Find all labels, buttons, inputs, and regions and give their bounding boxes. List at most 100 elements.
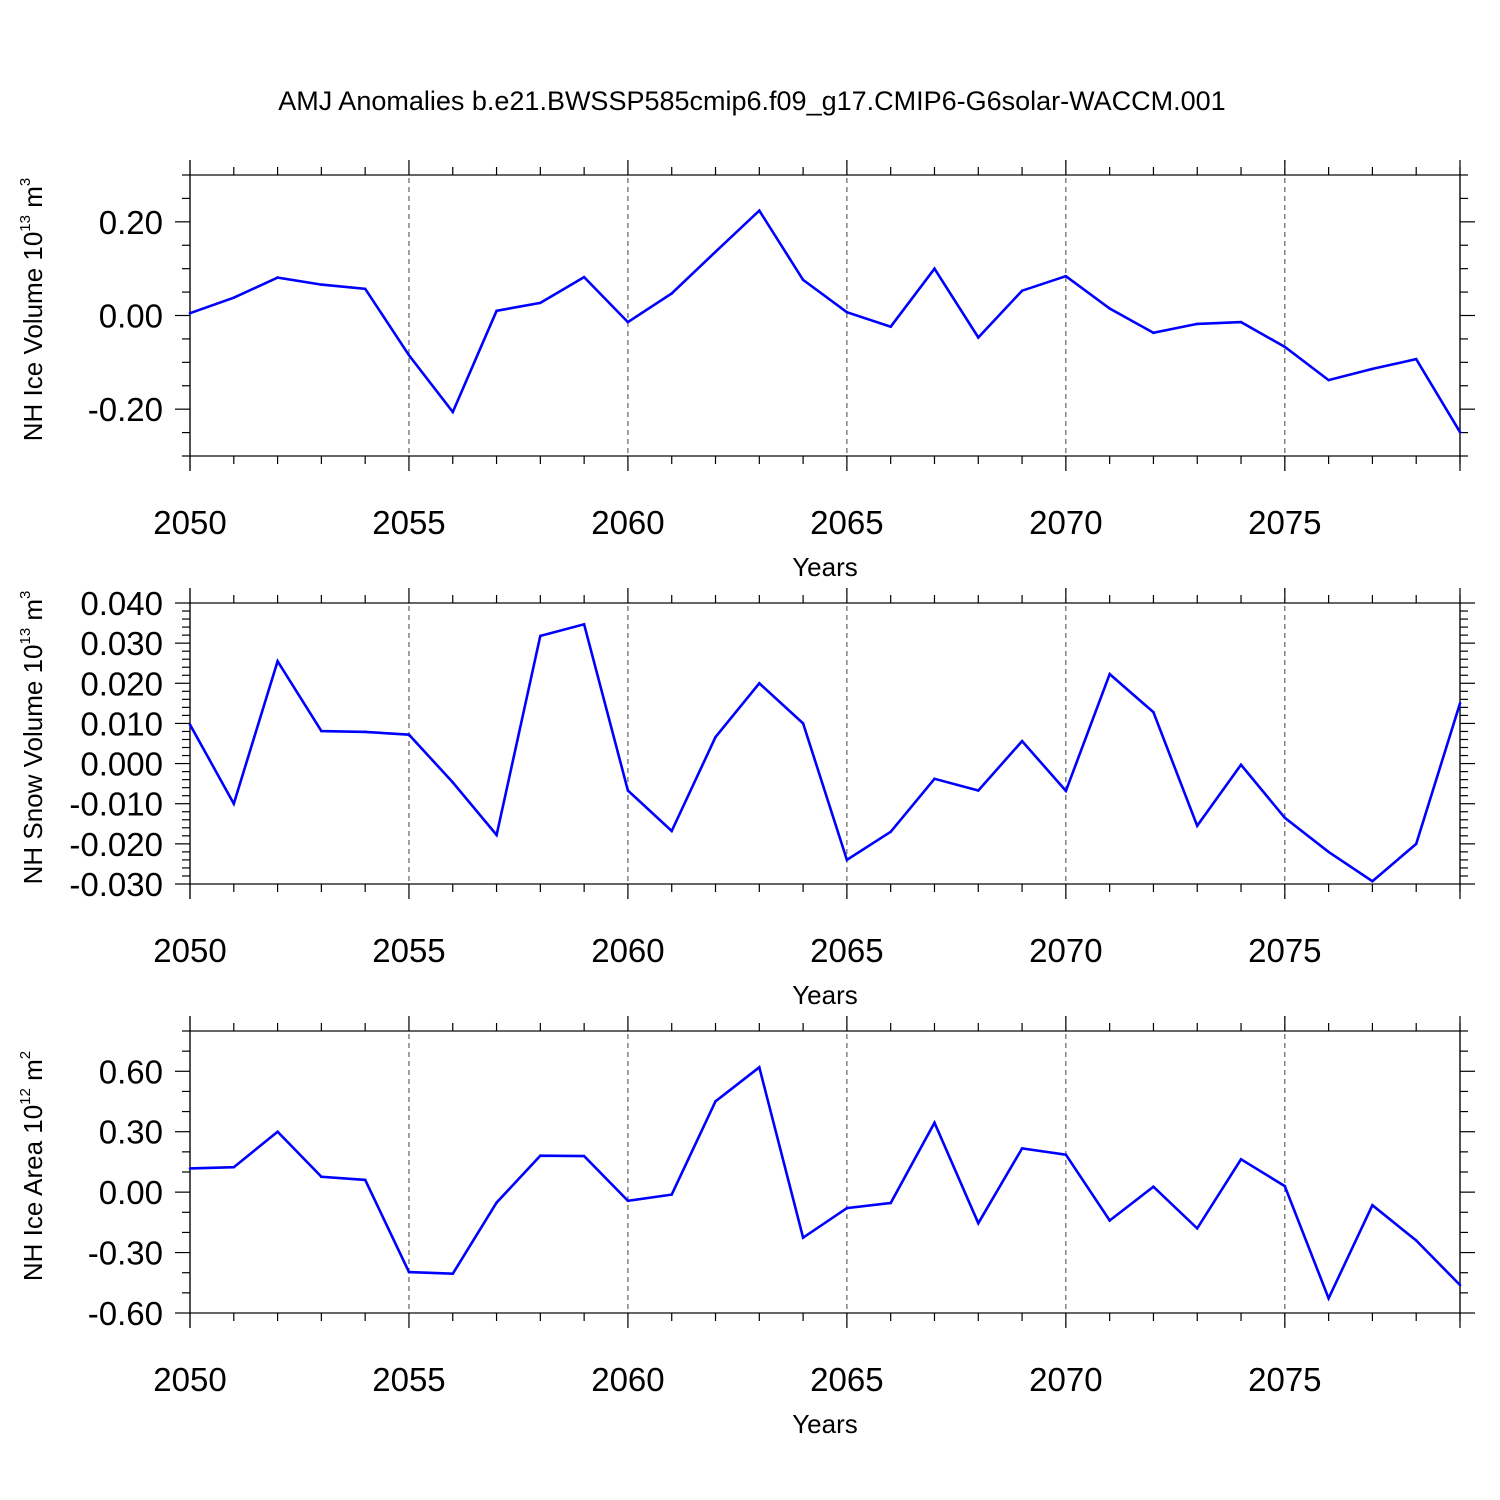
x-tick-label: 2050 xyxy=(153,504,226,541)
y-tick-label: 0.000 xyxy=(80,746,163,783)
data-point xyxy=(495,833,498,837)
x-tick-label: 2050 xyxy=(153,1361,226,1398)
data-point xyxy=(845,1206,849,1210)
data-point xyxy=(1283,816,1287,820)
x-tick-label: 2065 xyxy=(810,504,883,541)
y-tick-label: 0.020 xyxy=(80,665,163,702)
data-point xyxy=(626,1199,630,1203)
data-point xyxy=(232,1165,236,1169)
data-point xyxy=(1239,763,1243,767)
x-tick-label: 2060 xyxy=(591,1361,664,1398)
data-point xyxy=(407,1270,411,1274)
x-tick-label: 2070 xyxy=(1029,1361,1102,1398)
x-tick-label: 2065 xyxy=(810,1361,883,1398)
y-tick-label: -0.20 xyxy=(88,391,163,428)
x-axis-title: Years xyxy=(792,552,858,582)
x-tick-label: 2075 xyxy=(1248,932,1321,969)
data-point xyxy=(1458,1283,1462,1287)
data-point xyxy=(845,310,849,314)
y-tick-label: -0.60 xyxy=(88,1295,163,1332)
data-point xyxy=(1371,367,1374,371)
data-point xyxy=(670,829,674,833)
data-point xyxy=(1371,879,1374,883)
x-tick-label: 2070 xyxy=(1029,504,1102,541)
data-point xyxy=(1195,322,1199,326)
data-point xyxy=(845,858,849,862)
x-tick-label: 2050 xyxy=(153,932,226,969)
data-point xyxy=(1064,274,1068,278)
data-point xyxy=(801,722,805,725)
data-point xyxy=(539,301,542,305)
data-point xyxy=(1108,307,1111,310)
plot-frame xyxy=(189,1030,1461,1314)
data-point xyxy=(582,275,586,279)
data-point xyxy=(1195,1227,1199,1230)
data-point xyxy=(232,296,236,300)
data-point xyxy=(714,1099,717,1103)
data-point xyxy=(363,730,367,734)
data-point xyxy=(539,634,542,638)
plot-frame xyxy=(189,602,1461,885)
data-point xyxy=(451,1272,455,1276)
data-point xyxy=(976,1221,980,1225)
data-point xyxy=(626,320,630,324)
y-axis-title: NH Ice Volume 1013 m3 xyxy=(17,178,48,441)
data-point xyxy=(933,777,936,781)
data-point xyxy=(1152,1185,1155,1189)
y-tick-label: 0.030 xyxy=(80,625,163,662)
data-point xyxy=(670,292,674,295)
data-point xyxy=(363,1178,367,1182)
data-point xyxy=(801,278,805,282)
y-axis-title-sup2: 3 xyxy=(17,591,34,599)
y-axis-title-sup1: 13 xyxy=(17,628,34,645)
data-point xyxy=(276,659,279,663)
y-tick-label: 0.010 xyxy=(80,705,163,742)
y-tick-label: 0.040 xyxy=(80,585,163,622)
data-point xyxy=(495,1201,498,1204)
y-tick-label: 0.20 xyxy=(99,204,163,241)
y-axis-title: NH Ice Area 1012 m2 xyxy=(17,1051,48,1281)
data-point xyxy=(188,311,192,315)
data-point xyxy=(1327,1296,1330,1300)
data-point xyxy=(1020,289,1024,292)
data-point xyxy=(714,735,717,739)
data-point xyxy=(889,830,892,834)
data-point xyxy=(1458,430,1462,434)
data-point xyxy=(582,622,586,626)
data-point xyxy=(1283,345,1287,349)
data-point xyxy=(451,781,455,784)
data-point xyxy=(1239,320,1243,324)
y-axis-title-main: NH Ice Volume 10 xyxy=(18,232,48,442)
data-point xyxy=(188,1167,192,1170)
x-tick-label: 2055 xyxy=(372,504,445,541)
data-point xyxy=(1152,331,1155,335)
x-tick-label: 2075 xyxy=(1248,1361,1321,1398)
data-point xyxy=(1152,710,1155,714)
y-axis-title-sup1: 12 xyxy=(17,1088,34,1105)
y-tick-label: 0.00 xyxy=(99,298,163,335)
data-point xyxy=(320,283,323,286)
x-axis-title: Years xyxy=(792,980,858,1010)
data-point xyxy=(451,410,455,414)
data-point xyxy=(889,325,892,329)
x-tick-label: 2065 xyxy=(810,932,883,969)
y-axis-title-main: NH Ice Area 10 xyxy=(18,1105,48,1281)
data-point xyxy=(889,1201,892,1205)
data-point xyxy=(1064,1153,1068,1156)
y-tick-label: 0.60 xyxy=(99,1053,163,1090)
data-point xyxy=(758,209,761,212)
data-point xyxy=(188,723,192,726)
x-tick-label: 2060 xyxy=(591,504,664,541)
data-point xyxy=(276,276,279,279)
data-point xyxy=(670,1193,674,1196)
y-axis-title-sup1: 13 xyxy=(17,215,34,232)
data-point xyxy=(1283,1184,1287,1188)
data-point xyxy=(933,1121,936,1124)
panel-2: 2050 2055 2060 2065 2070 2075 -0.030-0.020-0.0… xyxy=(17,585,1475,1010)
data-point xyxy=(1371,1203,1374,1207)
y-axis-title-mid: m xyxy=(18,186,48,215)
figure-title: AMJ Anomalies b.e21.BWSSP585cmip6.f09_g1… xyxy=(278,86,1225,116)
panel-1: 2050 2055 2060 2065 2070 2075 -0.20 0.00 0.20 Yea… xyxy=(17,160,1475,582)
data-point xyxy=(407,354,411,357)
